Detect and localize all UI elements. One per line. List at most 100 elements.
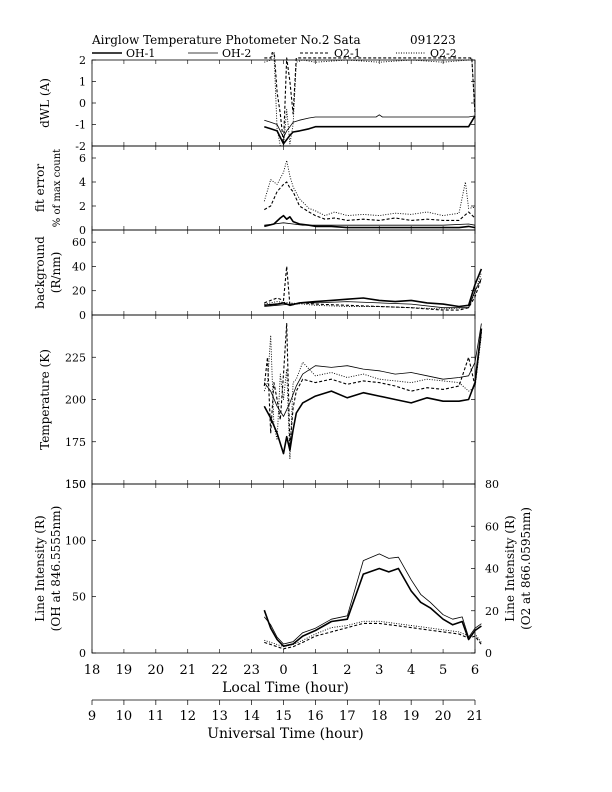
x-tick-label-local: 21: [179, 663, 196, 678]
x-tick-label-local: 18: [84, 663, 101, 678]
x-tick-label-local: 6: [471, 663, 479, 678]
legend-entry-o2-1: O2-1: [300, 47, 361, 60]
y-tick-label-right: 0: [485, 647, 492, 660]
x-tick-label-ut: 21: [467, 709, 484, 724]
x-tick-label-ut: 13: [211, 709, 228, 724]
y-tick-label: 0: [79, 647, 86, 660]
series-group: [264, 52, 476, 147]
x-tick-label-local: 19: [116, 663, 133, 678]
series-group: [263, 159, 476, 229]
y-tick-label: 2: [79, 54, 86, 67]
panel-background: 60 40 20 0 background (R/nm): [33, 229, 483, 322]
y-axis-label-right: (O2 at 866.0595nm): [519, 507, 533, 630]
legend-label: O2-1: [334, 47, 361, 60]
y-tick-label-right: 40: [485, 563, 499, 576]
y-axis-label: % of max count: [52, 149, 63, 227]
y-tick-label: 150: [65, 478, 86, 491]
y-tick-label: 0: [79, 97, 86, 110]
legend-label: OH-1: [126, 47, 155, 60]
series-line-o2-1: [263, 322, 482, 448]
x-tick-label-local: 3: [375, 663, 383, 678]
series-line-o2-1: [264, 265, 482, 311]
y-tick-label: 4: [79, 176, 86, 189]
panel-dwl: 2 1 0 -1 -2 dWL (A): [38, 52, 476, 153]
panel-fit-error: 6 4 2 0 fit error % of max count: [33, 145, 476, 237]
legend-label: O2-2: [430, 47, 457, 60]
x-tick-label-ut: 16: [307, 709, 324, 724]
chart-title: Airglow Temperature Photometer No.2 Sata: [91, 33, 361, 47]
y-tick-label: 175: [65, 436, 86, 449]
y-tick-label: 20: [72, 285, 86, 298]
y-tick-label: 0: [79, 309, 86, 322]
series-line-o2-2: [264, 52, 476, 147]
series-line-oh-2: [263, 323, 482, 417]
series-line-o2-1: [264, 181, 476, 221]
x-tick-label-ut: 10: [116, 709, 133, 724]
chart-date: 091223: [410, 33, 456, 47]
y-axis-label: dWL (A): [38, 78, 52, 128]
x-tick-label-ut: 19: [403, 709, 420, 724]
series-line-o2-1: [264, 622, 482, 650]
y-axis-label: Line Intensity (R): [33, 515, 47, 621]
x-tick-label-local: 22: [211, 663, 228, 678]
y-axis-label: (R/nm): [49, 252, 63, 294]
y-tick-label-right: 20: [485, 605, 499, 618]
y-tick-label-right: 60: [485, 520, 499, 533]
chart-header: Airglow Temperature Photometer No.2 Sata…: [91, 33, 456, 47]
x-tick-label-ut: 18: [371, 709, 388, 724]
y-tick-label: 50: [72, 591, 86, 604]
y-axis-label: Temperature (K): [38, 349, 52, 450]
series-line-o2-2: [264, 272, 482, 310]
y-tick-label: 150: [65, 478, 86, 491]
legend: OH-1 OH-2 O2-1 O2-2: [92, 47, 457, 60]
x-tick-label-ut: 14: [243, 709, 260, 724]
y-tick-label: 100: [65, 534, 86, 547]
x-tick-label-ut: 9: [88, 709, 96, 724]
series-line-oh-1: [264, 214, 476, 229]
x-tick-label-ut: 20: [435, 709, 452, 724]
series-line-oh-1: [264, 268, 483, 308]
x-tick-label-local: 20: [148, 663, 165, 678]
legend-entry-oh-1: OH-1: [92, 47, 155, 60]
y-axis-label-right: Line Intensity (R): [503, 515, 517, 621]
x-tick-label-ut: 15: [275, 709, 292, 724]
series-line-o2-2: [263, 159, 476, 217]
y-tick-label: 200: [65, 394, 86, 407]
x-tick-label-ut: 11: [148, 709, 165, 724]
series-line-oh-2: [264, 222, 476, 226]
y-tick-label-right: 80: [485, 478, 499, 491]
x-tick-label-ut: 17: [339, 709, 356, 724]
series-line-o2-2: [263, 334, 482, 460]
x-tick-label-local: 4: [407, 663, 415, 678]
y-axis-label: fit error: [33, 164, 47, 212]
legend-label: OH-2: [222, 47, 251, 60]
x-tick-label-local: 23: [243, 663, 260, 678]
y-tick-label: -2: [75, 140, 86, 153]
y-tick-label: 40: [72, 260, 86, 273]
panel-frame: [91, 145, 476, 231]
series-line-oh-1: [263, 567, 482, 648]
x-tick-label-local: 0: [279, 663, 287, 678]
panel-frame: [91, 483, 476, 654]
series-line-oh-2: [264, 114, 476, 138]
series-line-oh-1: [264, 115, 476, 145]
x-axis-ut: 9 10 11 12 13 14 15 16 17 18 19 20 21 Universal Time …: [88, 699, 484, 742]
panel-temperature: 225 200 175 150 Temperature (K): [38, 314, 483, 491]
x-tick-label-local: 2: [343, 663, 351, 678]
x-axis-label-local: Local Time (hour): [222, 680, 349, 696]
series-group: [264, 265, 483, 311]
y-tick-label: 0: [79, 224, 86, 237]
series-group: [263, 322, 483, 460]
y-tick-label: 2: [79, 200, 86, 213]
series-line-o2-1: [264, 52, 476, 145]
legend-entry-oh-2: OH-2: [188, 47, 251, 60]
x-tick-label-local: 1: [311, 663, 319, 678]
legend-entry-o2-2: O2-2: [396, 47, 457, 60]
y-axis-label: (OH at 846.5555nm): [49, 506, 63, 632]
